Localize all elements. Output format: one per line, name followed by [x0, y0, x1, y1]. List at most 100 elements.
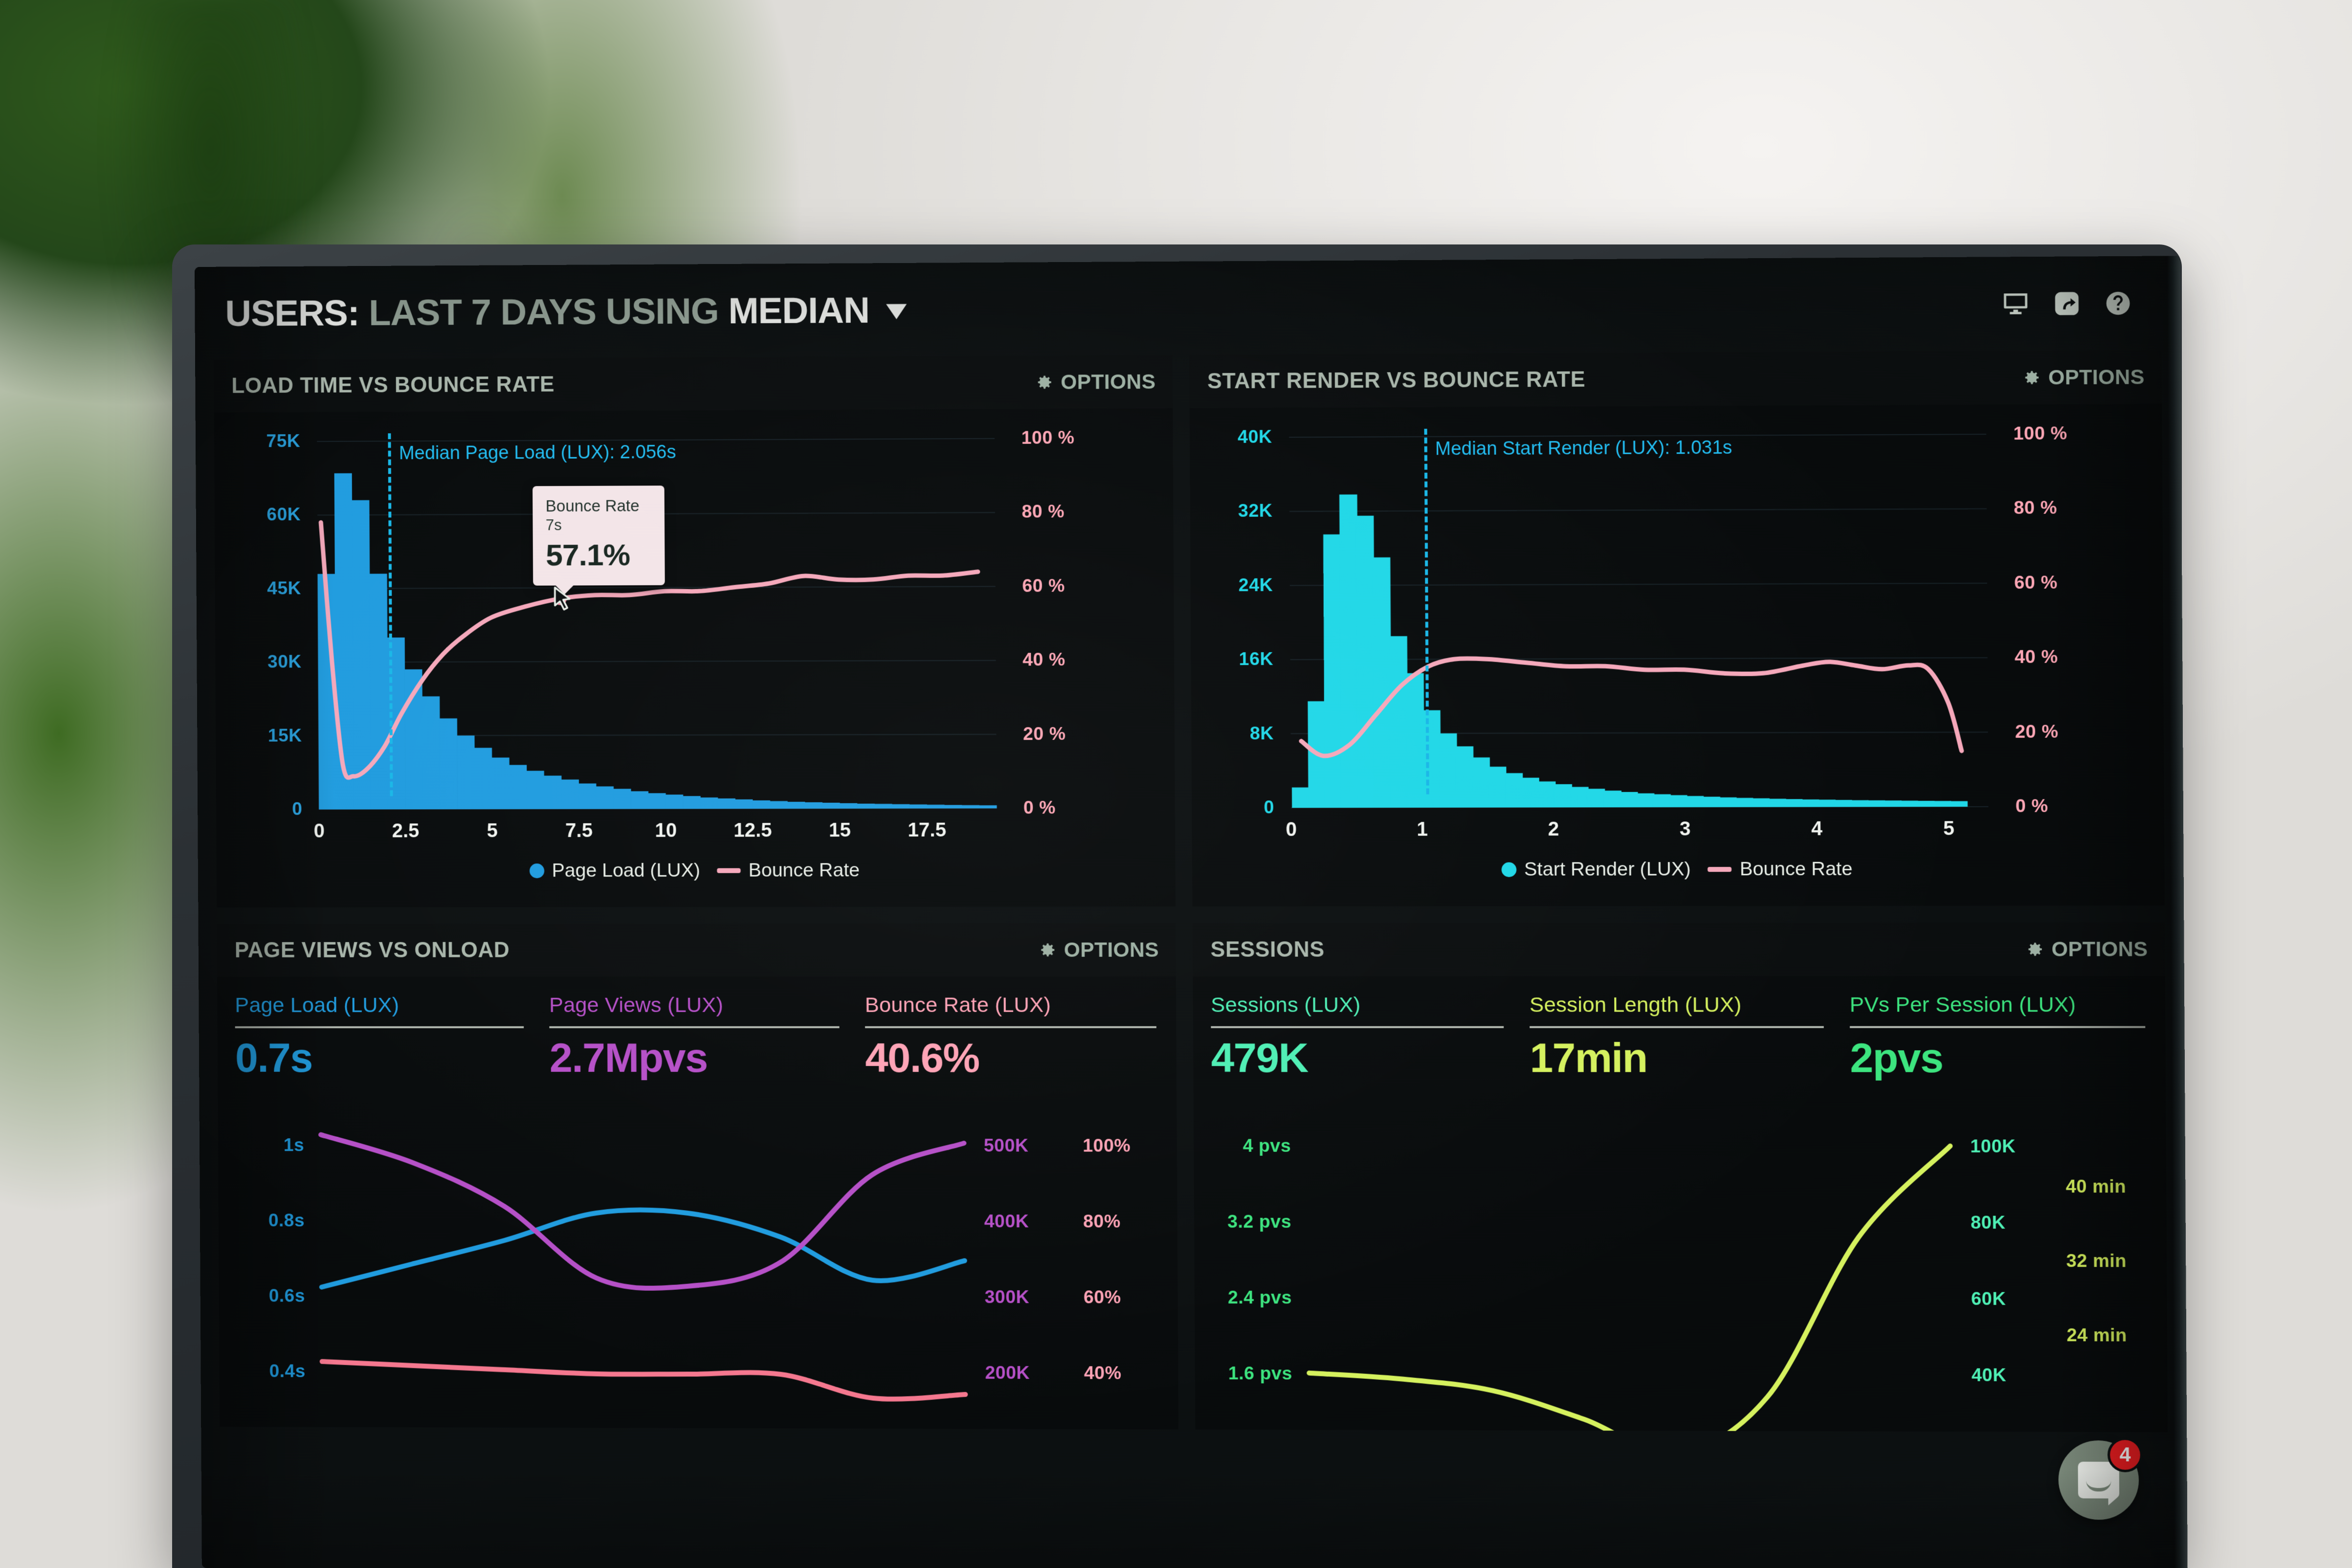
options-button[interactable]: OPTIONS [2024, 937, 2148, 961]
laptop-frame: USERS: LAST 7 DAYS USING MEDIAN ▾ [172, 244, 2188, 1568]
share-icon[interactable] [2053, 289, 2081, 317]
chat-launcher[interactable]: 4 [2058, 1437, 2143, 1520]
chart-page-views[interactable]: 0.4s 0.6s 0.8s 1s 200K 300K 400K 500K 40% 60% 80% 1… [218, 1084, 1178, 1430]
kpi-bounce-rate: Bounce Rate (LUX) 40.6% [865, 993, 1157, 1082]
y-axis-right-tick-1: 500K [983, 1135, 1029, 1156]
legend-item[interactable]: Bounce Rate [1708, 858, 1853, 881]
kpi-label: Page Views (LUX) [549, 993, 724, 1017]
panel-header: LOAD TIME VS BOUNCE RATE OPTIONS [214, 355, 1173, 413]
chart-tooltip: Bounce Rate 7s 57.1% [533, 485, 666, 586]
monitor-icon[interactable] [2001, 290, 2030, 318]
y-axis-left-tick: 60K [266, 504, 301, 525]
legend-item[interactable]: Start Render (LUX) [1501, 859, 1691, 881]
panel-title: PAGE VIEWS VS ONLOAD [234, 938, 510, 962]
y-axis-left-tick: 45K [267, 578, 301, 598]
y-axis-left-tick: 0.6s [268, 1285, 306, 1306]
kpi-label: Sessions (LUX) [1211, 993, 1361, 1017]
y-axis-right-tick-2: 24 min [2066, 1325, 2128, 1346]
y-axis-right-tick-1: 60K [1971, 1288, 2006, 1309]
y-axis-right-tick: 20 % [1022, 723, 1066, 744]
y-axis-right-tick: 20 % [2015, 721, 2059, 742]
chart-canvas: 1.6 pvs 2.4 pvs 3.2 pvs 4 pvs 40K 60K 80K 100K 2… [1194, 1085, 2168, 1433]
chart-sessions[interactable]: 1.6 pvs 2.4 pvs 3.2 pvs 4 pvs 40K 60K 80K 100K 2… [1194, 1085, 2168, 1433]
legend-label: Bounce Rate [748, 860, 860, 881]
unread-badge: 4 [2107, 1437, 2143, 1473]
legend-item[interactable]: Page Load (LUX) [529, 860, 700, 882]
x-axis-tick: 17.5 [908, 819, 947, 841]
panel-load-time: LOAD TIME VS BOUNCE RATE OPTIONS 0 15K 30K… [214, 355, 1176, 907]
y-axis-left-tick: 16K [1239, 648, 1274, 669]
x-axis-tick: 7.5 [565, 819, 593, 841]
kpi-value: 479K [1211, 1034, 1308, 1081]
x-axis-tick: 10 [655, 819, 677, 841]
kpi-pvs-per-session: PVs Per Session (LUX) 2pvs [1850, 993, 2146, 1082]
legend-label: Page Load (LUX) [552, 860, 701, 882]
title-users: USERS: [225, 292, 359, 334]
y-axis-left-tick: 75K [266, 431, 301, 451]
kpi-label: Bounce Rate (LUX) [865, 993, 1051, 1017]
y-axis-left-tick: 0 [292, 798, 303, 819]
kpi-value: 17min [1530, 1034, 1647, 1081]
y-axis-right-tick: 0 % [2015, 795, 2048, 817]
legend-item[interactable]: Bounce Rate [717, 860, 860, 882]
y-axis-right-tick: 100 % [2013, 423, 2067, 444]
page-title[interactable]: USERS: LAST 7 DAYS USING MEDIAN ▾ [225, 289, 907, 334]
header-icon-group [2001, 289, 2145, 318]
panel-header: START RENDER VS BOUNCE RATE OPTIONS [1189, 350, 2162, 408]
y-axis-left-tick: 8K [1249, 723, 1274, 743]
kpi-value: 2.7Mpvs [549, 1034, 708, 1081]
kpi-page-views: Page Views (LUX) 2.7Mpvs [549, 994, 840, 1082]
legend-line-icon [717, 868, 741, 873]
dashboard-app: USERS: LAST 7 DAYS USING MEDIAN ▾ [195, 256, 2188, 1568]
x-axis-tick: 5 [487, 820, 498, 842]
x-axis-tick: 15 [828, 819, 851, 841]
x-axis-tick: 2.5 [392, 820, 420, 842]
y-axis-right-tick-1: 300K [984, 1286, 1030, 1307]
chart-legend: Page Load (LUX) Bounce Rate [529, 860, 860, 882]
kpi-divider [235, 1026, 524, 1029]
legend-label: Bounce Rate [1739, 858, 1853, 880]
kpi-value: 2pvs [1850, 1034, 1943, 1082]
chevron-down-icon[interactable]: ▾ [886, 292, 907, 327]
kpi-value: 0.7s [235, 1035, 312, 1081]
kpi-page-load: Page Load (LUX) 0.7s [235, 994, 524, 1082]
kpi-label: PVs Per Session (LUX) [1849, 993, 2076, 1017]
options-button[interactable]: OPTIONS [1034, 370, 1156, 394]
panel-header: SESSIONS OPTIONS [1192, 922, 2165, 977]
y-axis-left-tick: 4 pvs [1243, 1135, 1291, 1156]
kpi-row: Page Load (LUX) 0.7s Page Views (LUX) 2.… [217, 976, 1176, 1085]
y-axis-left-tick: 0 [1264, 797, 1274, 817]
panel-grid: LOAD TIME VS BOUNCE RATE OPTIONS 0 15K 30K… [214, 350, 2168, 1433]
x-axis-tick: 3 [1679, 818, 1691, 840]
y-axis-right-tick: 40 % [1022, 649, 1065, 670]
mouse-cursor [554, 586, 574, 613]
y-axis-right-tick: 100 % [1021, 427, 1075, 448]
kpi-divider [549, 1026, 840, 1028]
x-axis-tick: 4 [1811, 817, 1823, 840]
y-axis-left-tick: 0.8s [268, 1210, 305, 1231]
kpi-divider [865, 1026, 1156, 1028]
gear-icon [1034, 373, 1054, 392]
help-icon[interactable] [2104, 289, 2132, 317]
y-axis-left-tick: 1.6 pvs [1228, 1363, 1292, 1384]
laptop-bezel: USERS: LAST 7 DAYS USING MEDIAN ▾ [172, 244, 2188, 1568]
y-axis-right-tick: 80 % [1021, 501, 1065, 522]
chart-load-time[interactable]: 0 15K 30K 45K 60K 75K 0 % 20 % 40 % 60 % 80 % 100 %… [214, 408, 1176, 907]
x-axis-tick: 0 [313, 820, 325, 842]
chart-canvas: 0 15K 30K 45K 60K 75K 0 % 20 % 40 % 60 % 80 % 100 %… [214, 408, 1176, 907]
y-axis-left-tick: 1s [283, 1135, 305, 1155]
kpi-label: Page Load (LUX) [235, 993, 399, 1017]
chart-start-render[interactable]: 0 8K 16K 24K 32K 40K 0 % 20 % 40 % 60 % 80 % 100 % 0… [1190, 404, 2165, 906]
tooltip-value: 57.1% [546, 538, 630, 573]
y-axis-right-tick: 40 % [2014, 646, 2058, 667]
panel-title: SESSIONS [1210, 937, 1325, 962]
options-button[interactable]: OPTIONS [2021, 365, 2145, 390]
options-button[interactable]: OPTIONS [1037, 938, 1159, 962]
y-axis-right-tick-2: 100% [1083, 1135, 1131, 1156]
y-axis-left-tick: 30K [267, 651, 302, 672]
y-axis-left-tick: 2.4 pvs [1227, 1287, 1292, 1308]
kpi-divider [1211, 1026, 1504, 1028]
y-axis-right-tick-2: 80% [1083, 1211, 1121, 1232]
legend-dot-icon [529, 863, 544, 879]
median-label: Median Start Render (LUX): 1.031s [1435, 437, 1732, 460]
